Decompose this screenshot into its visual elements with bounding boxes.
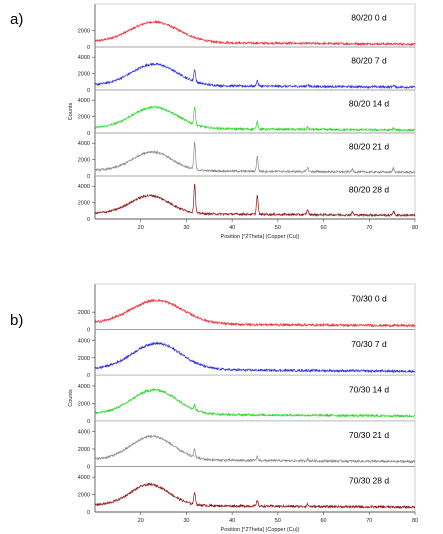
x-axis-title: Position [°2Theta] (Copper (Cu)) <box>221 234 300 240</box>
series-line <box>94 19 416 47</box>
series-line <box>94 62 416 90</box>
x-tick-label: 40 <box>229 518 235 524</box>
subplot-1: 2000 0 70/30 0 d <box>78 283 416 334</box>
x-tick-label: 20 <box>138 518 144 524</box>
series-label: 80/20 0 d <box>351 12 387 22</box>
x-axis-title: Position [°2Theta] (Copper (Cu)) <box>221 527 300 533</box>
series-line <box>94 341 416 374</box>
series-line <box>94 387 416 419</box>
x-tick-label: 70 <box>366 518 372 524</box>
x-tick-label: 20 <box>138 225 144 231</box>
y-tick-label: 4000 <box>78 384 90 390</box>
y-tick-label: 2000 <box>78 201 90 207</box>
series-label: 70/30 21 d <box>349 430 389 440</box>
y-tick-label: 2000 <box>78 493 90 499</box>
series-label: 70/30 0 d <box>351 293 387 303</box>
series-line <box>94 183 416 218</box>
x-tick-label: 80 <box>412 225 418 231</box>
series-label: 80/20 21 d <box>349 141 389 151</box>
y-tick-label: 2000 <box>78 356 90 362</box>
y-tick-label: 2000 <box>78 72 90 78</box>
subplot-2: 2000 4000 0 80/20 7 d <box>78 46 416 94</box>
series-line <box>94 434 416 464</box>
x-tick-label: 50 <box>275 225 281 231</box>
y-tick-label: 0 <box>87 328 90 334</box>
x-tick-label: 60 <box>321 518 327 524</box>
y-tick-label: 4000 <box>78 430 90 436</box>
y-tick-label: 4000 <box>78 98 90 104</box>
y-tick-label: 0 <box>87 217 90 223</box>
series-label: 70/30 14 d <box>349 385 389 395</box>
y-tick-label: 0 <box>87 373 90 379</box>
y-tick-label: 0 <box>87 464 90 470</box>
y-tick-label: 2000 <box>78 158 90 164</box>
y-tick-label: 0 <box>87 174 90 180</box>
x-tick-label: 70 <box>366 225 372 231</box>
y-tick-label: 0 <box>87 45 90 51</box>
y-tick-label: 2000 <box>78 447 90 453</box>
subplot-4: 2000 4000 0 70/30 21 d <box>78 420 416 470</box>
x-tick-label: 30 <box>183 225 189 231</box>
series-label: 80/20 28 d <box>349 184 389 194</box>
y-tick-label: 2000 <box>78 310 90 316</box>
series-label: 80/20 7 d <box>351 55 387 65</box>
subplot-3: 2000 4000 0 80/20 14 d <box>78 89 416 137</box>
y-tick-label: 2000 <box>78 401 90 407</box>
series-label: 80/20 14 d <box>349 98 389 108</box>
y-tick-label: 4000 <box>78 141 90 147</box>
subplot-5: 2000 4000 0 70/30 28 d <box>78 466 416 516</box>
x-tick-label: 40 <box>229 225 235 231</box>
y-tick-label: 4000 <box>78 55 90 61</box>
series-line <box>94 482 416 510</box>
panel-label: b) <box>10 312 23 329</box>
x-tick-label: 30 <box>183 518 189 524</box>
series-label: 70/30 28 d <box>349 476 389 486</box>
series-line <box>94 105 416 133</box>
subplot-3: 2000 4000 0 70/30 14 d <box>78 374 416 425</box>
x-tick-label: 50 <box>275 518 281 524</box>
subplot-2: 2000 4000 0 70/30 7 d <box>78 329 416 379</box>
y-tick-label: 2000 <box>78 115 90 121</box>
series-line <box>94 141 416 175</box>
y-axis-title: Counts <box>68 103 74 121</box>
x-tick-label: 80 <box>412 518 418 524</box>
subplot-5: 2000 4000 0 80/20 28 d <box>78 175 416 223</box>
y-tick-label: 0 <box>87 419 90 425</box>
y-tick-label: 4000 <box>78 475 90 481</box>
subplot-1: 2000 0 80/20 0 d <box>78 3 416 51</box>
series-label: 70/30 7 d <box>351 339 387 349</box>
subplot-4: 2000 4000 0 80/20 21 d <box>78 132 416 180</box>
y-axis-title: Counts <box>68 389 74 407</box>
y-tick-label: 0 <box>87 88 90 94</box>
y-tick-label: 2000 <box>78 29 90 35</box>
y-tick-label: 4000 <box>78 338 90 344</box>
x-tick-label: 60 <box>321 225 327 231</box>
series-line <box>95 298 416 328</box>
panel-label: a) <box>10 11 23 28</box>
y-tick-label: 0 <box>87 131 90 137</box>
y-tick-label: 0 <box>87 510 90 516</box>
y-tick-label: 4000 <box>78 184 90 190</box>
